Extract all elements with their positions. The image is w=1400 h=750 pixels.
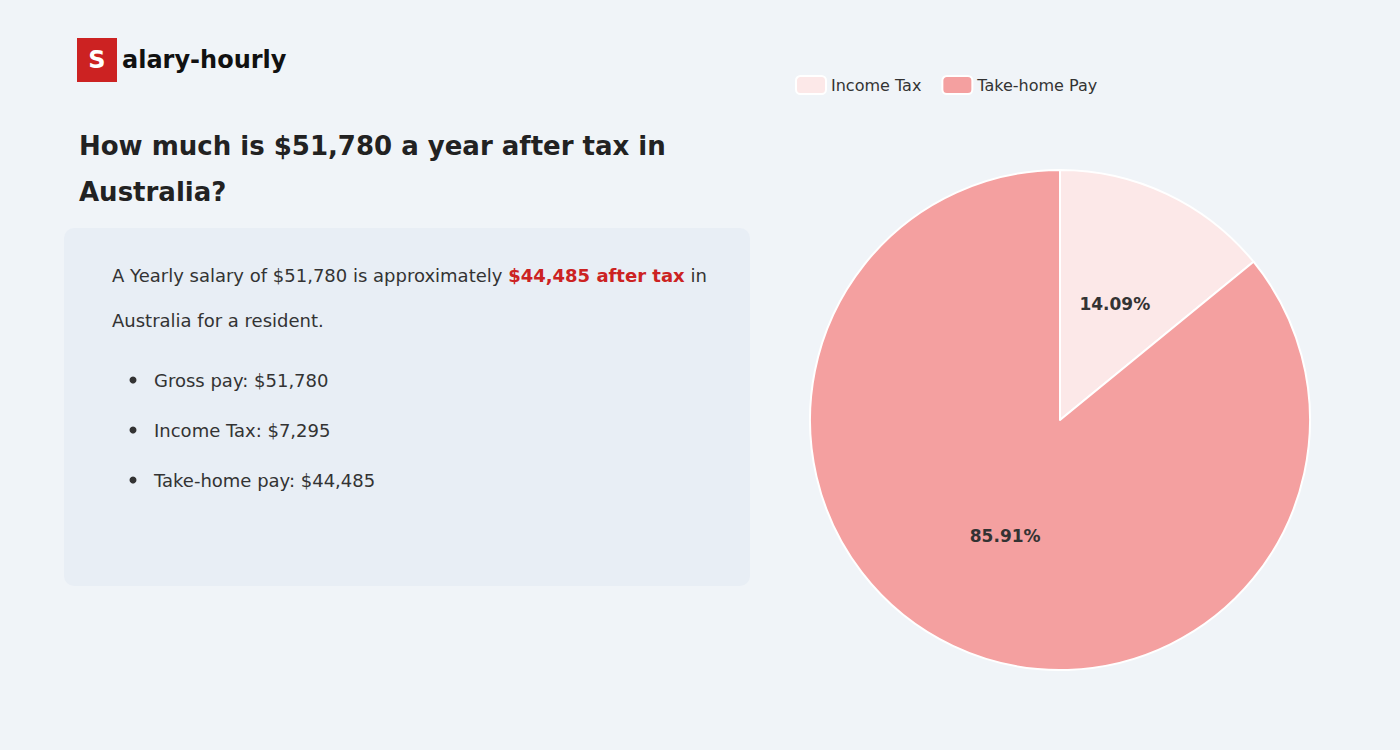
svg-text:Australia for a resident.: Australia for a resident. (112, 310, 324, 331)
svg-text:Australia?: Australia? (79, 177, 226, 207)
svg-text:alary-hourly: alary-hourly (122, 46, 287, 74)
svg-text:$44,485 after tax: $44,485 after tax (508, 265, 685, 286)
svg-text:Gross pay: $51,780: Gross pay: $51,780 (154, 370, 328, 391)
svg-text:Take-home Pay: Take-home Pay (976, 76, 1097, 95)
svg-text:Income Tax: $7,295: Income Tax: $7,295 (154, 420, 330, 441)
svg-text:85.91%: 85.91% (970, 526, 1041, 546)
svg-text:S: S (88, 46, 105, 74)
svg-text:Take-home pay: $44,485: Take-home pay: $44,485 (153, 470, 375, 491)
svg-text:A Yearly salary of $51,780 is: A Yearly salary of $51,780 is approximat… (112, 265, 508, 286)
svg-text:in: in (685, 265, 707, 286)
svg-text:How much is $51,780 a year aft: How much is $51,780 a year after tax in (79, 131, 666, 161)
svg-text:14.09%: 14.09% (1079, 294, 1150, 314)
svg-text:Income Tax: Income Tax (831, 76, 921, 95)
